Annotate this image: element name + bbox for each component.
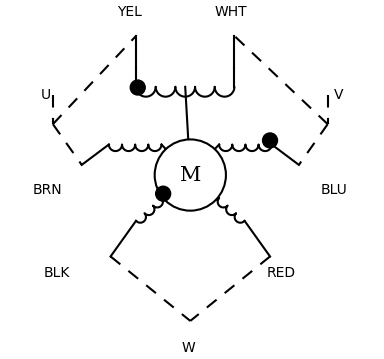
Text: WHT: WHT [215,5,247,19]
Text: U: U [41,88,51,102]
Circle shape [130,80,145,95]
Text: W: W [182,341,195,355]
Text: YEL: YEL [117,5,142,19]
Text: RED: RED [266,266,296,280]
Text: M: M [180,165,201,185]
Text: V: V [333,88,343,102]
Text: BLK: BLK [43,266,70,280]
Circle shape [156,186,170,201]
Text: BRN: BRN [33,183,62,197]
Text: BLU: BLU [321,183,348,197]
Circle shape [155,139,226,211]
Circle shape [263,133,278,148]
